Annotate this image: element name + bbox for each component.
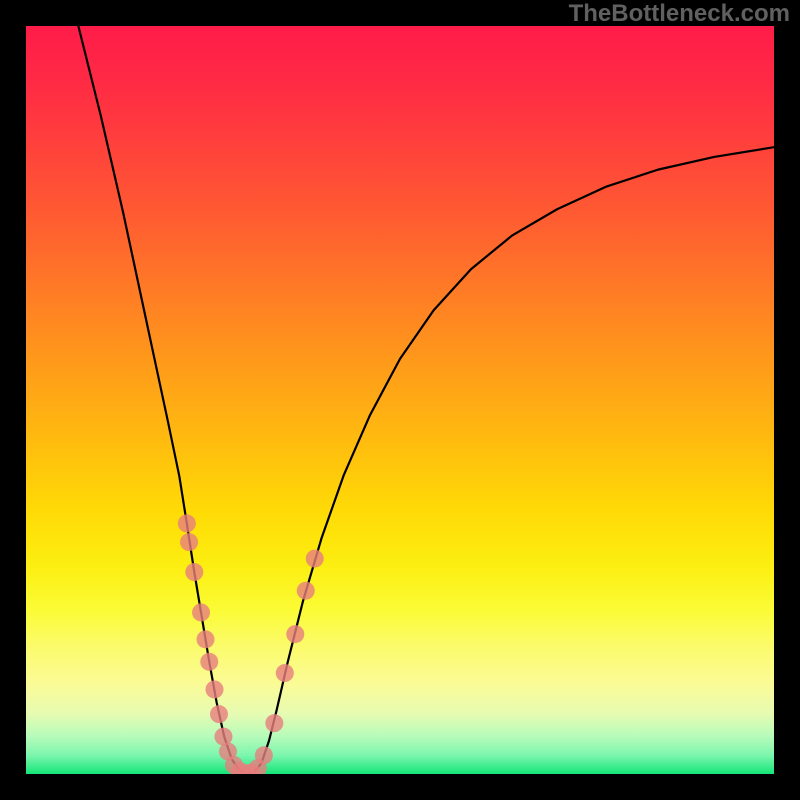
scatter-point <box>192 603 210 621</box>
scatter-point <box>200 653 218 671</box>
scatter-point <box>255 746 273 764</box>
scatter-point <box>306 550 324 568</box>
bottleneck-curve <box>78 26 774 774</box>
scatter-point <box>185 563 203 581</box>
chart-svg <box>26 26 774 774</box>
scatter-point <box>286 625 304 643</box>
watermark-text: TheBottleneck.com <box>569 0 790 28</box>
scatter-point <box>197 630 215 648</box>
scatter-point <box>178 514 196 532</box>
plot-area <box>26 26 774 774</box>
scatter-point <box>297 582 315 600</box>
chart-container: TheBottleneck.com <box>0 0 800 800</box>
scatter-point <box>265 714 283 732</box>
scatter-point <box>276 664 294 682</box>
scatter-point <box>180 533 198 551</box>
scatter-point <box>210 705 228 723</box>
scatter-point <box>206 680 224 698</box>
